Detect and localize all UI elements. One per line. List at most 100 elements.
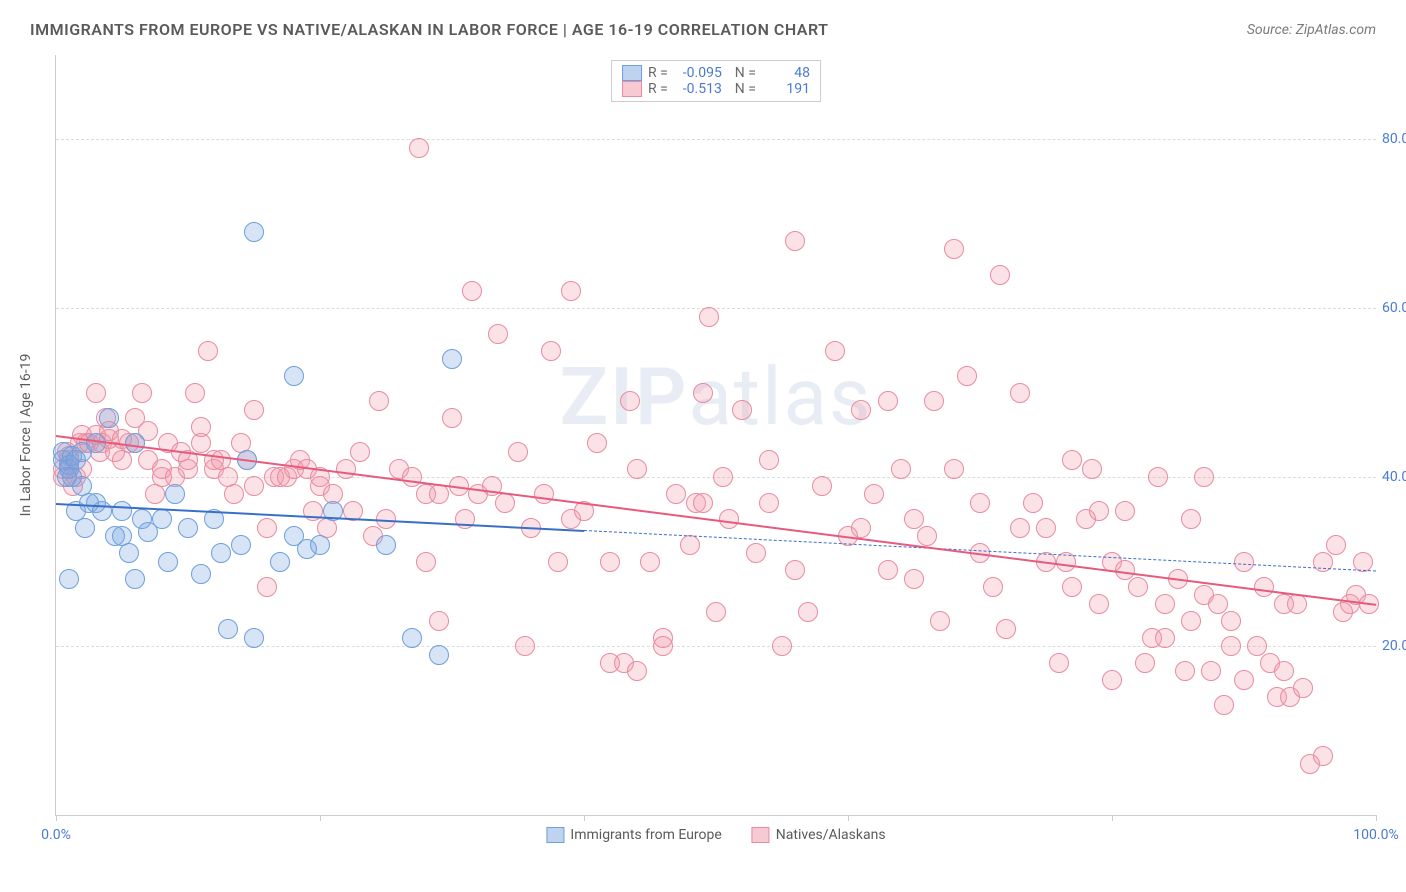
data-point [1010, 518, 1030, 538]
data-point [627, 459, 647, 479]
data-point [957, 366, 977, 386]
data-point [132, 383, 152, 403]
data-point [878, 560, 898, 580]
data-point [1089, 594, 1109, 614]
legend-swatch [622, 65, 642, 81]
data-point [1221, 611, 1241, 631]
data-point [680, 535, 700, 555]
data-point [112, 501, 132, 521]
data-point [442, 349, 462, 369]
data-point [1082, 459, 1102, 479]
data-point [990, 265, 1010, 285]
data-point [1102, 670, 1122, 690]
data-point [462, 281, 482, 301]
data-point [627, 661, 647, 681]
data-point [653, 636, 673, 656]
data-point [1313, 746, 1333, 766]
data-point [746, 543, 766, 563]
data-point [1221, 636, 1241, 656]
data-point [59, 569, 79, 589]
data-point [224, 484, 244, 504]
data-point [1128, 577, 1148, 597]
data-point [1194, 467, 1214, 487]
data-point [732, 400, 752, 420]
data-point [1062, 450, 1082, 470]
x-tick-label: 100.0% [1353, 827, 1398, 843]
data-point [244, 222, 264, 242]
data-point [86, 433, 106, 453]
data-point [152, 509, 172, 529]
x-tick-mark [1112, 815, 1113, 821]
data-point [1214, 695, 1234, 715]
trend-line [56, 435, 1376, 606]
data-point [924, 391, 944, 411]
data-point [86, 383, 106, 403]
data-point [158, 552, 178, 572]
data-point [211, 543, 231, 563]
data-point [944, 239, 964, 259]
data-point [1148, 467, 1168, 487]
data-point [416, 552, 436, 572]
data-point [270, 552, 290, 572]
data-point [1036, 518, 1056, 538]
data-point [996, 619, 1016, 639]
data-point [785, 560, 805, 580]
data-point [759, 493, 779, 513]
legend-swatch [752, 827, 770, 843]
data-point [495, 493, 515, 513]
data-point [402, 467, 422, 487]
data-point [119, 543, 139, 563]
y-tick-label: 80.0% [1382, 131, 1406, 147]
data-point [244, 476, 264, 496]
data-point [178, 518, 198, 538]
data-point [825, 341, 845, 361]
data-point [1254, 577, 1274, 597]
chart-title: IMMIGRANTS FROM EUROPE VS NATIVE/ALASKAN… [30, 20, 828, 39]
x-tick-mark [56, 815, 57, 821]
data-point [488, 324, 508, 344]
data-point [185, 383, 205, 403]
data-point [429, 484, 449, 504]
data-point [1234, 670, 1254, 690]
data-point [75, 518, 95, 538]
y-tick-label: 40.0% [1382, 469, 1406, 485]
legend-series: Immigrants from Europe Natives/Alaskans [546, 827, 885, 843]
data-point [99, 408, 119, 428]
data-point [125, 569, 145, 589]
data-point [600, 552, 620, 572]
data-point [409, 138, 429, 158]
data-point [693, 493, 713, 513]
data-point [1062, 577, 1082, 597]
data-point [541, 341, 561, 361]
watermark: ZIPatlas [560, 350, 873, 444]
data-point [1181, 509, 1201, 529]
data-point [693, 383, 713, 403]
data-point [706, 602, 726, 622]
data-point [561, 281, 581, 301]
data-point [310, 535, 330, 555]
x-tick-mark [1376, 815, 1377, 821]
legend-swatch [546, 827, 564, 843]
trend-line-dashed [584, 530, 1376, 572]
data-point [944, 459, 964, 479]
data-point [191, 564, 211, 584]
data-point [930, 611, 950, 631]
data-point [640, 552, 660, 572]
data-point [1201, 661, 1221, 681]
data-point [1181, 611, 1201, 631]
data-point [402, 628, 422, 648]
data-point [257, 518, 277, 538]
data-point [1247, 636, 1267, 656]
data-point [92, 501, 112, 521]
data-point [587, 433, 607, 453]
data-point [772, 636, 792, 656]
data-point [218, 619, 238, 639]
data-point [429, 645, 449, 665]
data-point [1326, 535, 1346, 555]
data-point [369, 391, 389, 411]
data-point [429, 611, 449, 631]
data-point [534, 484, 554, 504]
data-point [1175, 661, 1195, 681]
data-point [785, 231, 805, 251]
x-tick-label: 0.0% [41, 827, 71, 843]
